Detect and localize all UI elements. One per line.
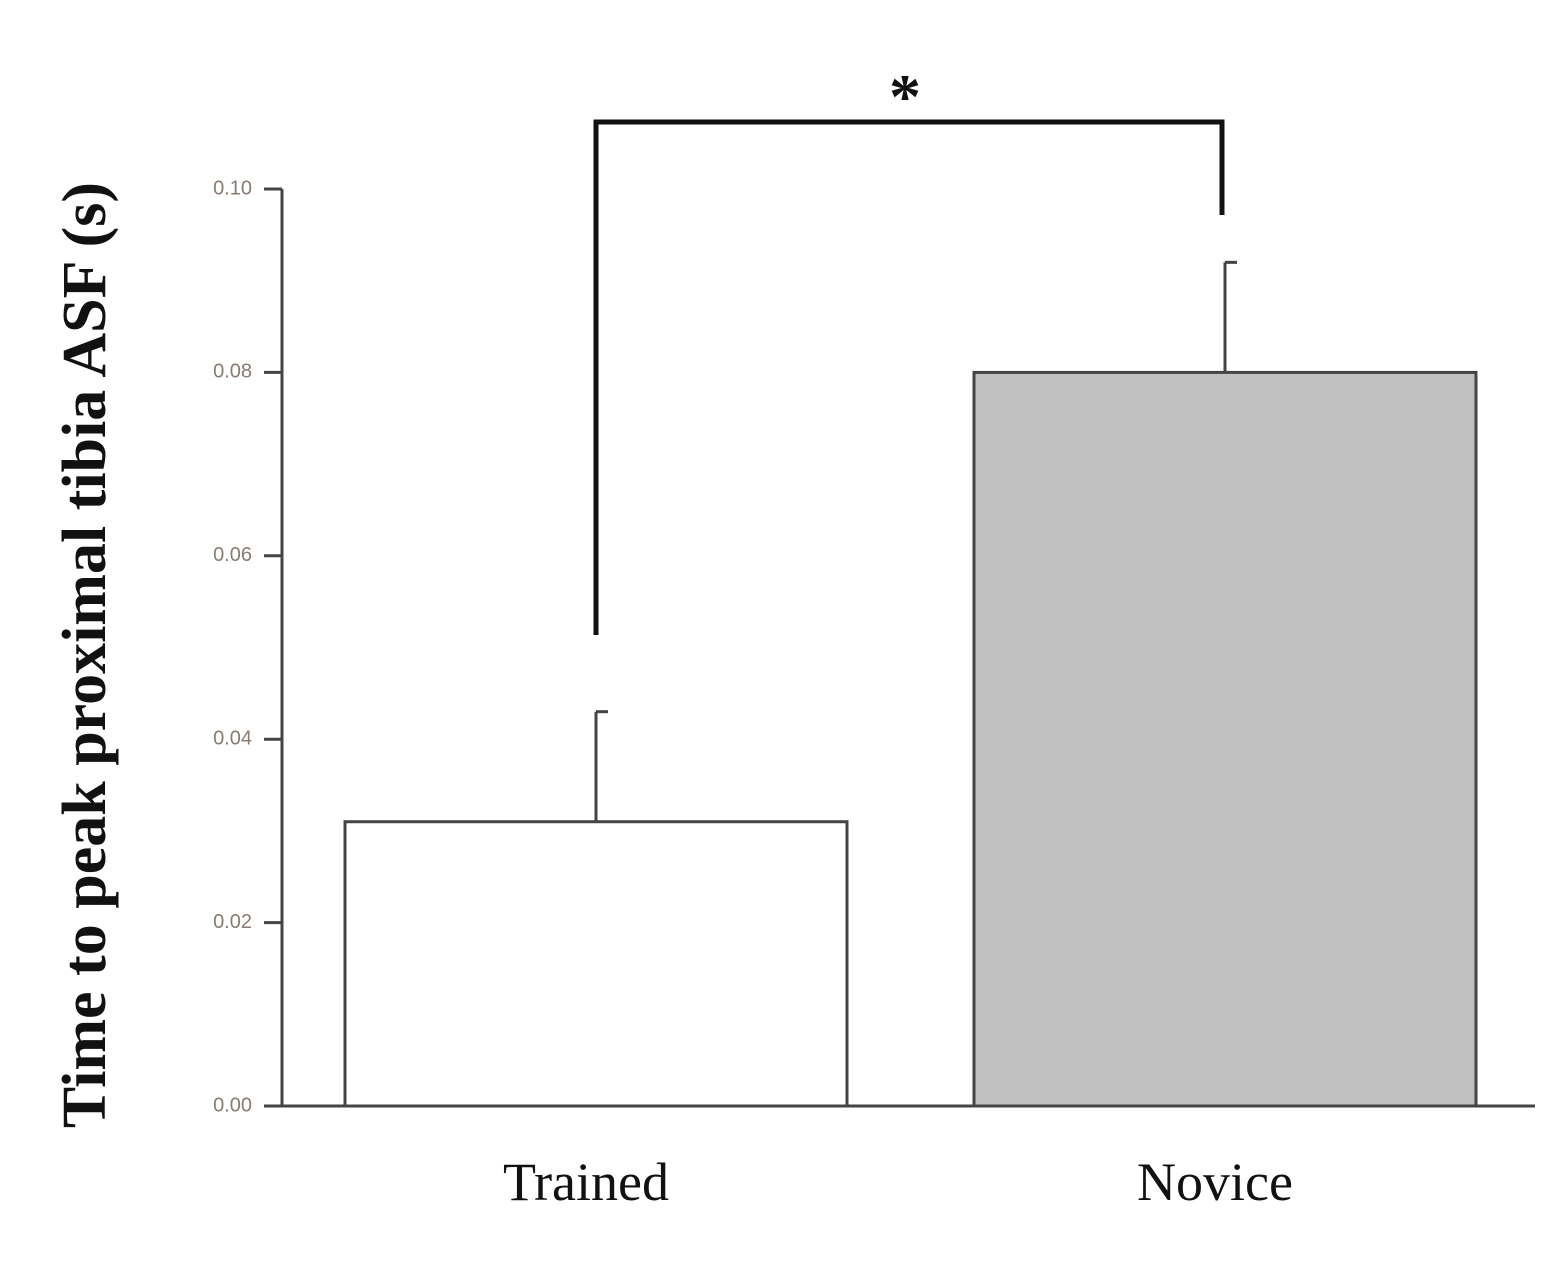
error-bar — [594, 710, 608, 822]
significance-marker: * — [889, 61, 921, 132]
x-tick-label: Trained — [503, 1152, 669, 1212]
bar — [343, 820, 849, 1108]
y-tick-label: 0.02 — [213, 911, 252, 933]
y-axis-label: Time to peak proximal tibia ASF (s) — [51, 182, 119, 1128]
x-tick-label: Novice — [1137, 1152, 1293, 1212]
significance-bracket — [593, 119, 1225, 635]
error-bar — [1223, 260, 1237, 373]
y-tick-label: 0.00 — [213, 1094, 252, 1116]
y-tick-label: 0.10 — [213, 177, 252, 199]
bar — [972, 370, 1478, 1108]
y-tick-label: 0.04 — [213, 727, 252, 749]
y-tick-label: 0.08 — [213, 361, 252, 383]
y-tick-label: 0.06 — [213, 544, 252, 566]
